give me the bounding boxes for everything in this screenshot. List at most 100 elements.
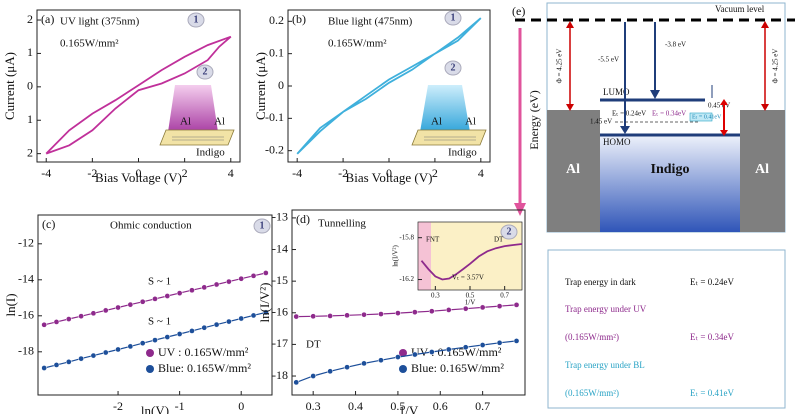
table-label: Trap energy under BL [565, 360, 645, 370]
gap-right: 0.45 eV [708, 102, 730, 110]
data-point [344, 312, 350, 319]
x-tick-label: 0.7 [500, 292, 509, 300]
series-line [295, 340, 517, 383]
legend-marker [399, 349, 407, 357]
data-point [310, 373, 317, 379]
x-axis-label: Bias Voltage (V) [346, 170, 433, 185]
y-tick-label: 0 [278, 78, 284, 92]
panel-label: (b) [292, 12, 306, 26]
data-point [428, 308, 435, 315]
electrode-label: Al [566, 162, 580, 177]
y-tick-label: 1 [27, 112, 33, 126]
data-point [496, 339, 503, 346]
y-tick-label: 2 [27, 12, 33, 26]
x-tick-label: -2 [338, 166, 348, 180]
fnt-region [418, 222, 431, 290]
y-tick-label: -15 [272, 273, 288, 287]
annotation: 1 [260, 220, 265, 231]
x-axis-label: ln(V) [141, 403, 169, 414]
data-point [479, 342, 486, 348]
annotation-badge [444, 10, 462, 26]
data-point [496, 303, 503, 309]
table-label: (0.165W/mm²) [565, 332, 619, 342]
y-tick-label: -17 [272, 336, 288, 350]
plot-frame [37, 214, 273, 396]
table-value: Eₜ = 0.34eV [690, 332, 734, 342]
data-point [127, 301, 134, 308]
device-inset [159, 85, 235, 146]
legend-marker [146, 349, 154, 357]
data-point [250, 272, 257, 279]
annotation: DT [306, 339, 321, 351]
data-point [395, 310, 401, 316]
table-label: (0.165W/mm²) [565, 388, 619, 398]
electrode-label: Al [755, 162, 769, 177]
data-point [90, 352, 97, 359]
plot-frame [291, 209, 526, 396]
panel-label: (a) [41, 12, 54, 26]
x-tick-label: 2 [432, 166, 438, 180]
y-axis-label: Current (μA) [253, 52, 268, 120]
annotation: Al [431, 116, 442, 128]
annotation: 2 [507, 226, 512, 237]
annotation: Vₜ = 3.57V [452, 274, 484, 282]
data-point [152, 337, 158, 343]
semiconductor-label: Indigo [651, 162, 690, 177]
legend-label: UV : 0.165W/mm² [411, 345, 502, 359]
data-point [53, 319, 60, 325]
gap-left: 1.45 eV [590, 118, 612, 126]
y-axis-label: ln(I/V²) [257, 283, 272, 323]
data-point [189, 287, 195, 294]
panel-label: (d) [296, 212, 310, 226]
data-point [262, 270, 269, 276]
data-point [115, 346, 121, 353]
data-point [445, 307, 452, 313]
y-axis-label: ln(I/V²) [392, 245, 400, 267]
data-point [213, 281, 220, 288]
device-inset [411, 85, 487, 146]
data-point [293, 379, 300, 386]
data-point [41, 365, 48, 371]
data-point [213, 321, 220, 328]
data-point [513, 302, 520, 308]
x-tick-label: 0 [386, 166, 392, 180]
annotation: Tunnelling [318, 218, 366, 230]
panel-label: (e) [512, 4, 525, 18]
homo-label: HOMO [603, 137, 631, 147]
annotation: 1 [194, 14, 199, 25]
data-point [127, 343, 134, 350]
y-tick-label: -13 [272, 210, 288, 224]
annotation-badge [253, 218, 271, 234]
annotation: S ~ 1 [148, 316, 171, 328]
panel-label: (c) [42, 217, 55, 231]
data-point [361, 360, 367, 367]
legend-label: UV : 0.165W/mm² [158, 345, 249, 359]
annotation: Indigo [448, 147, 477, 159]
x-tick-label: 0.3 [306, 399, 321, 413]
work-function: Φ = 4.25 eV [556, 49, 564, 84]
table-label: Trap energy under UV [565, 304, 647, 314]
data-point [53, 362, 60, 368]
x-tick-label: 2 [182, 166, 188, 180]
data-point [201, 284, 208, 291]
y-tick-label: -16 [272, 305, 288, 319]
data-point [115, 304, 121, 311]
x-tick-label: -4 [41, 166, 51, 180]
annotation-badge [500, 224, 518, 240]
data-point [462, 305, 469, 312]
y-tick-label: -16.2 [399, 275, 414, 283]
annotation: Al [214, 116, 225, 128]
data-point [412, 309, 418, 315]
y-tick-label: 0 [27, 79, 33, 93]
data-point [428, 349, 435, 355]
data-point [102, 349, 109, 356]
data-point [176, 331, 183, 337]
y-tick-label: -14 [272, 241, 288, 255]
y-tick-label: -0.1 [265, 110, 284, 124]
data-point [361, 311, 367, 318]
annotation: Al [180, 116, 191, 128]
data-point [513, 338, 520, 344]
annotation-badge [444, 60, 462, 76]
data-point [152, 296, 158, 302]
data-point [262, 309, 269, 316]
